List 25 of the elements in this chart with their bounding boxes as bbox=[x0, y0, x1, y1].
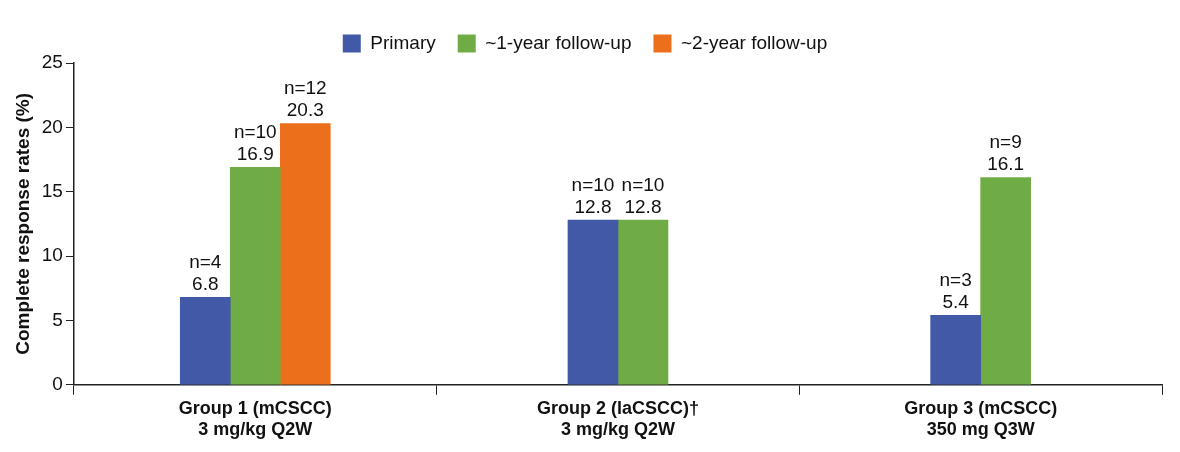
data-label: n=10 12.8 bbox=[621, 173, 665, 217]
data-label: n=10 16.9 bbox=[233, 121, 277, 164]
x-tick-label: Group 3 (mCSCC) 350 mg Q3W bbox=[904, 397, 1058, 440]
y-tick-label: 10 bbox=[41, 244, 63, 266]
legend-label: ~1-year follow-up bbox=[485, 31, 632, 53]
bar bbox=[279, 123, 331, 385]
legend-label: ~2-year follow-up bbox=[680, 31, 828, 53]
y-axis-title: Complete response rates (%) bbox=[11, 92, 33, 355]
y-tick-label: 15 bbox=[41, 179, 63, 201]
data-label: n=10 12.8 bbox=[571, 173, 615, 217]
x-tick-label: Group 2 (laCSCC)† 3 mg/kg Q2W bbox=[536, 397, 699, 440]
data-label: n=3 5.4 bbox=[939, 269, 972, 313]
y-tick-label: 5 bbox=[52, 308, 63, 330]
bar bbox=[229, 166, 281, 385]
y-tick-label: 25 bbox=[41, 51, 63, 73]
x-tick-label: Group 1 (mCSCC) 3 mg/kg Q2W bbox=[178, 397, 332, 440]
data-label: n=9 16.1 bbox=[987, 131, 1025, 175]
data-label: n=4 6.8 bbox=[189, 251, 222, 294]
bar bbox=[179, 296, 231, 385]
bar bbox=[930, 314, 981, 385]
y-tick-label: 0 bbox=[52, 373, 63, 395]
legend-label: Primary bbox=[370, 31, 437, 53]
data-label: n=12 20.3 bbox=[283, 77, 327, 121]
y-tick-label: 20 bbox=[41, 115, 63, 137]
bar bbox=[980, 177, 1031, 385]
